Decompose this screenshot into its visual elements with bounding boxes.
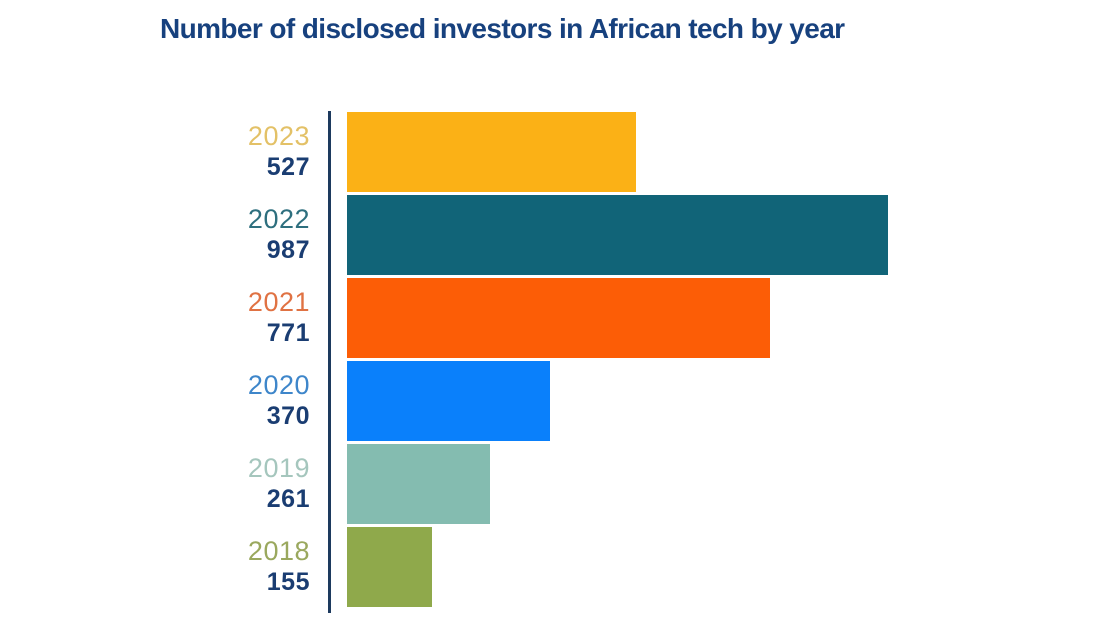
year-label: 2019: [247, 452, 310, 483]
bar-rows: 2023 527 2022 987 2021 771 2020 370 2019 261 2018 1…: [0, 110, 1114, 608]
row-label-block: 2022 987: [0, 204, 310, 265]
year-label: 2023: [247, 120, 310, 151]
bar-2022: [347, 194, 888, 275]
value-label: 771: [266, 318, 310, 347]
bar-2023: [347, 111, 636, 192]
row-label-block: 2019 261: [0, 453, 310, 514]
row-label-block: 2023 527: [0, 121, 310, 182]
value-label: 370: [266, 401, 310, 430]
year-label: 2020: [247, 369, 310, 400]
bar-2018: [347, 526, 432, 607]
value-label: 155: [266, 567, 310, 596]
plot-area: 2023 527 2022 987 2021 771 2020 370 2019 261 2018 1…: [0, 110, 1114, 613]
year-label: 2022: [247, 203, 310, 234]
chart-row: 2023 527: [0, 110, 1114, 193]
chart-row: 2020 370: [0, 359, 1114, 442]
y-axis-line: [328, 111, 331, 613]
chart-row: 2018 155: [0, 525, 1114, 608]
value-label: 987: [266, 235, 310, 264]
chart-title: Number of disclosed investors in African…: [160, 13, 845, 44]
chart-row: 2022 987: [0, 193, 1114, 276]
row-label-block: 2021 771: [0, 287, 310, 348]
bar-2019: [347, 443, 490, 524]
chart-row: 2019 261: [0, 442, 1114, 525]
chart-row: 2021 771: [0, 276, 1114, 359]
year-label: 2021: [247, 286, 310, 317]
bar-2020: [347, 360, 550, 441]
row-label-block: 2018 155: [0, 536, 310, 597]
bar-2021: [347, 277, 770, 358]
value-label: 527: [266, 152, 310, 181]
year-label: 2018: [247, 535, 310, 566]
row-label-block: 2020 370: [0, 370, 310, 431]
value-label: 261: [266, 484, 310, 513]
